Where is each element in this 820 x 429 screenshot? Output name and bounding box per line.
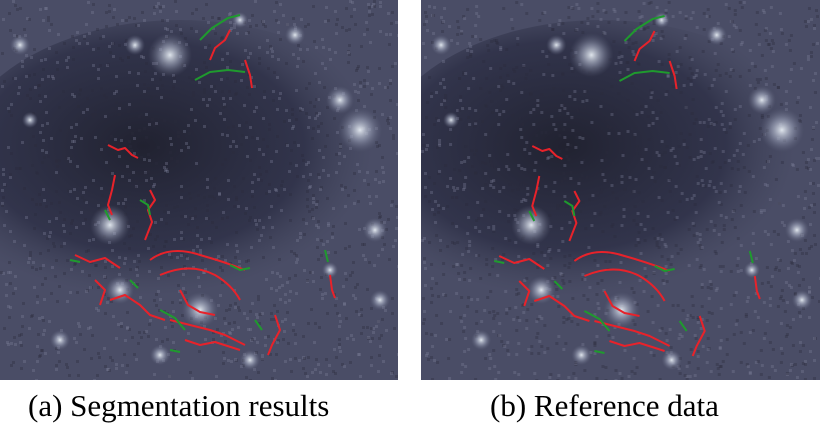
red-trace xyxy=(74,254,121,269)
green-trace xyxy=(104,209,111,221)
bright-spot xyxy=(50,330,70,350)
red-trace xyxy=(94,279,106,306)
red-trace xyxy=(267,314,281,356)
bright-spot xyxy=(571,345,592,365)
dark-region xyxy=(0,20,398,320)
green-trace xyxy=(229,264,251,271)
green-trace xyxy=(493,260,505,264)
bright-spot xyxy=(232,12,248,28)
green-trace xyxy=(654,265,675,272)
red-trace xyxy=(179,289,216,316)
red-trace xyxy=(531,175,541,217)
bright-spot xyxy=(471,330,492,350)
bright-spot xyxy=(527,276,556,304)
red-trace xyxy=(244,59,253,89)
red-trace xyxy=(209,29,231,61)
dark-region xyxy=(421,20,820,320)
green-trace xyxy=(129,279,139,289)
green-trace xyxy=(139,199,151,216)
green-trace xyxy=(623,15,665,42)
red-trace xyxy=(753,275,761,300)
green-trace xyxy=(159,309,186,331)
bright-spot xyxy=(603,292,640,328)
green-trace xyxy=(194,69,246,81)
bright-spot xyxy=(661,350,682,370)
green-trace xyxy=(583,310,611,332)
reference-data-image xyxy=(421,0,820,380)
red-trace xyxy=(498,255,545,270)
green-trace xyxy=(254,319,263,331)
bright-spot xyxy=(240,350,260,370)
segmentation-results-image xyxy=(0,0,398,380)
caption-b: (b) Reference data xyxy=(490,388,719,423)
red-trace xyxy=(531,145,563,160)
image-b-canvas xyxy=(421,0,820,380)
green-trace xyxy=(748,250,754,264)
red-trace xyxy=(668,60,678,90)
red-trace xyxy=(169,319,246,346)
bright-spot xyxy=(182,292,218,328)
bright-spot xyxy=(125,35,145,55)
bright-spot xyxy=(370,290,390,310)
red-trace xyxy=(184,339,241,351)
green-trace xyxy=(169,349,181,353)
red-trace xyxy=(533,295,590,322)
red-trace xyxy=(584,268,666,302)
bright-spot xyxy=(431,35,452,55)
bright-spot xyxy=(322,262,338,278)
green-trace xyxy=(553,280,564,290)
caption-a: (a) Segmentation results xyxy=(28,388,330,423)
green-trace xyxy=(324,249,329,263)
red-trace xyxy=(691,315,706,357)
bright-spot xyxy=(546,35,567,55)
bright-spot xyxy=(791,290,812,310)
bright-spot xyxy=(148,33,192,77)
green-trace xyxy=(69,259,81,263)
bright-spot xyxy=(443,112,460,128)
red-trace xyxy=(159,267,241,301)
green-trace xyxy=(678,320,688,332)
red-trace xyxy=(603,290,640,317)
green-trace xyxy=(528,210,536,222)
image-a-canvas xyxy=(0,0,398,380)
bright-spot xyxy=(511,205,552,245)
red-trace xyxy=(329,274,336,299)
bright-spot xyxy=(759,108,804,152)
bright-spot xyxy=(653,12,670,28)
bright-spot xyxy=(150,345,170,365)
bright-spot xyxy=(326,86,354,114)
green-trace xyxy=(563,200,576,217)
red-trace xyxy=(109,294,166,321)
bright-spot xyxy=(90,205,130,245)
green-trace xyxy=(594,350,605,354)
red-trace xyxy=(594,320,671,347)
bright-spot xyxy=(706,25,727,45)
red-trace xyxy=(107,144,139,159)
bright-spot xyxy=(22,112,38,128)
red-trace xyxy=(518,280,531,307)
bright-spot xyxy=(569,33,614,77)
red-trace xyxy=(633,30,656,62)
bright-spot xyxy=(285,25,305,45)
red-trace xyxy=(609,340,665,352)
bright-spot xyxy=(784,218,809,242)
bright-spot xyxy=(338,108,382,152)
green-trace xyxy=(619,70,670,82)
red-trace xyxy=(107,174,116,216)
bright-spot xyxy=(743,262,760,278)
bright-spot xyxy=(363,218,387,242)
bright-spot xyxy=(10,35,30,55)
bright-spot xyxy=(747,86,776,114)
green-trace xyxy=(199,14,241,41)
